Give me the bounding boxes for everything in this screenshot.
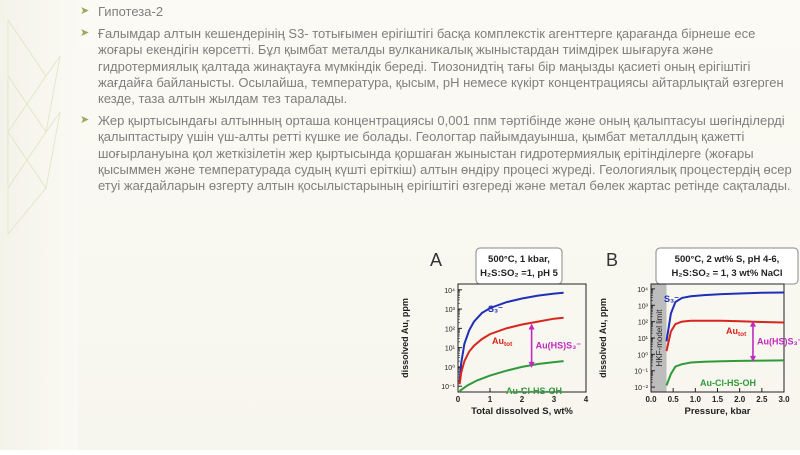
x-axis-label: Pressure, kbar bbox=[684, 406, 750, 417]
arrow-head-top bbox=[528, 323, 535, 330]
annotation-label: Au(HS)S₃⁻ bbox=[536, 341, 582, 351]
slide-content: ➤ Гипотеза-2 ➤ Ғалымдар алтын кешендерін… bbox=[80, 4, 792, 200]
x-tick-label: 2.0 bbox=[734, 395, 746, 404]
x-tick-label: 1 bbox=[488, 395, 493, 404]
chart-panel-a: A 500°C, 1 kbar,H₂S:SO₂ =1, pH 510⁻¹10⁰10… bbox=[400, 247, 589, 417]
series-label-subscript: tot bbox=[738, 331, 747, 338]
series-line-0 bbox=[665, 291, 785, 342]
series-line-2 bbox=[459, 360, 564, 392]
figure-svg: A 500°C, 1 kbar,H₂S:SO₂ =1, pH 510⁻¹10⁰10… bbox=[400, 247, 800, 417]
x-tick-label: 0.5 bbox=[668, 395, 680, 404]
bullet-marker-icon: ➤ bbox=[80, 5, 90, 17]
model-limit-label: HKF-model limit bbox=[655, 309, 664, 367]
y-tick-label: 10³ bbox=[638, 303, 649, 310]
deco-triangle-1 bbox=[7, 18, 47, 134]
bullet-hypothesis-title: ➤ Гипотеза-2 bbox=[80, 4, 792, 20]
y-tick-label: 10⁰ bbox=[637, 351, 648, 359]
arrow-head-top bbox=[749, 320, 756, 327]
y-tick-label: 10² bbox=[638, 320, 649, 327]
series-line-2 bbox=[665, 359, 785, 386]
plot-frame bbox=[457, 283, 587, 393]
bullet-paragraph-1: ➤ Ғалымдар алтын кешендерінің S3- тотығы… bbox=[80, 26, 792, 107]
arrow-head-bottom bbox=[749, 355, 756, 362]
series-label: S₃⁻ bbox=[488, 304, 503, 314]
y-tick-label: 10⁻¹ bbox=[441, 384, 455, 391]
deco-triangle-edge bbox=[45, 55, 61, 189]
conditions-line: H₂S:SO₂ =1, pH 5 bbox=[480, 268, 559, 279]
x-tick-label: 2 bbox=[520, 395, 525, 404]
series-label: S₃⁻ bbox=[664, 294, 679, 304]
series-label-subscript: tot bbox=[504, 341, 513, 348]
arrow-head-bottom bbox=[528, 361, 535, 368]
x-tick-label: 4 bbox=[584, 395, 589, 404]
series-label: Autot bbox=[492, 336, 513, 348]
x-tick-label: 1.0 bbox=[690, 395, 702, 404]
conditions-line: 500°C, 1 kbar, bbox=[488, 254, 550, 265]
y-tick-label: 10⁴ bbox=[444, 288, 455, 295]
series-line-0 bbox=[458, 291, 564, 383]
series-label: Autot bbox=[726, 326, 747, 338]
y-axis-label: dissolved Au, ppm bbox=[598, 298, 608, 378]
conditions-line: 500°C, 2 wt% S, pH 4-6, bbox=[675, 254, 780, 265]
y-tick-label: 10⁻¹ bbox=[634, 369, 648, 376]
x-tick-label: 0 bbox=[456, 395, 461, 404]
y-tick-label: 10⁻² bbox=[634, 385, 648, 392]
x-tick-label: 3.0 bbox=[778, 395, 790, 404]
bullet-text: Ғалымдар алтын кешендерінің S3- тотығыме… bbox=[98, 26, 784, 107]
chart-panel-b: B 500°C, 2 wt% S, pH 4-6, H₂S:SO₂ = 1, 3 w… bbox=[598, 247, 800, 417]
deco-triangle-3 bbox=[7, 130, 47, 236]
bullet-text: Жер қыртысындағы алтынның орташа концент… bbox=[98, 113, 792, 194]
conditions-line: H₂S:SO₂ = 1, 3 wt% NaCl bbox=[671, 268, 782, 279]
bullet-text: Гипотеза-2 bbox=[98, 4, 164, 19]
slide-left-edge bbox=[0, 0, 78, 450]
y-tick-label: 10¹ bbox=[445, 346, 456, 353]
panel-label: A bbox=[430, 250, 442, 270]
series-label: Au-Cl-HS-OH bbox=[700, 378, 756, 388]
series-line-1 bbox=[458, 316, 564, 385]
model-limit-region bbox=[651, 284, 667, 392]
series-line-1 bbox=[665, 319, 785, 352]
decorative-triangle-pattern bbox=[7, 18, 61, 236]
series-label: Au-Cl-HS-OH bbox=[506, 386, 562, 396]
y-tick-label: 10⁴ bbox=[637, 287, 648, 294]
x-tick-label: 2.5 bbox=[756, 395, 768, 404]
x-axis-label: Total dissolved S, wt% bbox=[471, 406, 573, 417]
deco-triangle-2 bbox=[7, 74, 47, 190]
y-tick-label: 10² bbox=[445, 326, 456, 333]
bullet-marker-icon: ➤ bbox=[80, 27, 90, 40]
x-tick-label: 1.5 bbox=[712, 395, 724, 404]
panel-label: B bbox=[606, 250, 618, 270]
y-tick-label: 10³ bbox=[445, 307, 456, 314]
bullet-marker-icon: ➤ bbox=[80, 114, 90, 127]
y-tick-label: 10¹ bbox=[638, 336, 649, 343]
bullet-paragraph-2: ➤ Жер қыртысындағы алтынның орташа конце… bbox=[80, 113, 792, 194]
gold-solubility-figure: A 500°C, 1 kbar, H₂S:SO₂ =1, pH 5 10⁻¹ 10⁰ 10… bbox=[398, 244, 800, 450]
x-tick-label: 3 bbox=[552, 395, 557, 404]
y-tick-label: 10⁰ bbox=[444, 364, 455, 372]
y-axis-label: dissolved Au, ppm bbox=[400, 298, 410, 378]
annotation-label: Au(HS)S₃⁻ bbox=[757, 336, 800, 346]
x-tick-label: 0.0 bbox=[645, 395, 657, 404]
